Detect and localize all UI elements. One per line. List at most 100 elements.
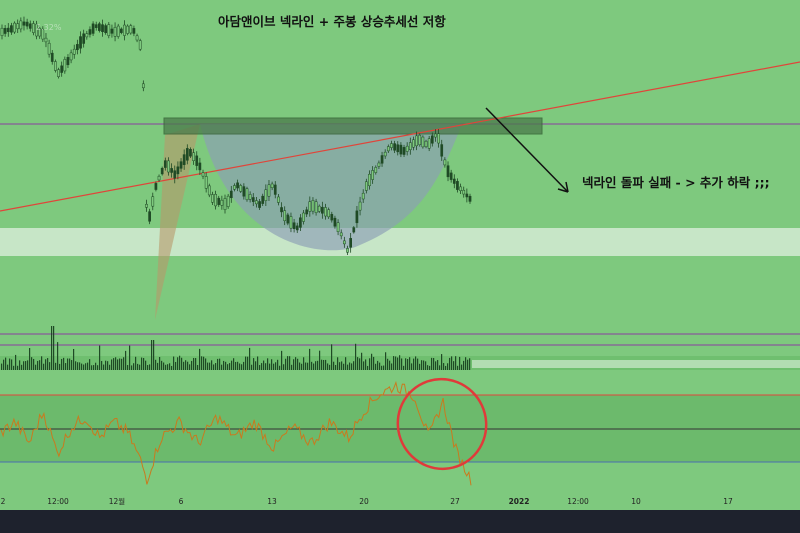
volume-bar [191, 360, 193, 370]
volume-bar [185, 360, 187, 370]
volume-bar [429, 365, 431, 370]
candle-body [258, 201, 261, 208]
candle-body [245, 188, 249, 201]
volume-bar [33, 358, 35, 370]
volume-bar [307, 362, 309, 370]
candle-body [242, 186, 246, 197]
candle-body [299, 217, 302, 228]
volume-bar [27, 360, 29, 370]
volume-bar [387, 358, 389, 370]
volume-bar [201, 356, 203, 370]
volume-bar [171, 365, 173, 370]
volume-bar [109, 364, 111, 370]
volume-bar [51, 326, 53, 370]
volume-bar [433, 357, 435, 370]
rsi-line [0, 380, 472, 486]
candle-body [374, 167, 378, 173]
candle-body [57, 69, 60, 77]
candle-body [223, 198, 227, 210]
volume-bar [449, 357, 451, 370]
volume-bar [455, 356, 457, 370]
volume-bar [97, 365, 99, 370]
volume-bar [459, 356, 461, 370]
volume-bar [55, 362, 57, 370]
volume-bar [149, 364, 151, 370]
candle-body [270, 183, 274, 188]
volume-bar [49, 362, 51, 370]
volume-bar [215, 363, 217, 370]
candle-body [386, 146, 390, 152]
volume-bar [239, 363, 241, 370]
volume-bar [183, 361, 185, 370]
volume-bar [43, 363, 45, 370]
candle-body [233, 185, 236, 190]
candle-body [314, 201, 318, 213]
volume-bar [357, 357, 359, 370]
volume-bar [423, 360, 425, 370]
volume-bar [469, 358, 471, 370]
candle-body [273, 184, 277, 195]
volume-bar [111, 359, 113, 370]
volume-bar [305, 362, 307, 370]
volume-bar [403, 365, 405, 370]
candle-body [0, 27, 4, 36]
volume-bar [5, 357, 7, 370]
candle-body [302, 212, 305, 222]
volume-bar [63, 357, 65, 370]
volume-bar [269, 363, 271, 370]
candle-body [207, 185, 211, 196]
candle-body [151, 196, 155, 207]
candle-body [468, 195, 472, 202]
volume-bar [369, 358, 371, 370]
volume-bar [17, 365, 19, 370]
candle-body [35, 23, 38, 37]
volume-bar [301, 363, 303, 370]
candle-body [82, 33, 86, 44]
candle-body [157, 175, 161, 181]
candle-body [251, 197, 255, 202]
volume-bar [13, 365, 15, 370]
candle-body [408, 142, 412, 150]
candle-body [339, 232, 343, 237]
volume-bar [371, 353, 373, 370]
volume-bar [131, 365, 133, 370]
volume-bar [377, 360, 379, 370]
volume-bar [39, 360, 41, 370]
candle-body [201, 172, 205, 177]
candle-body [434, 133, 437, 138]
volume-bar [119, 358, 121, 370]
candle-body [76, 44, 79, 51]
candle-body [204, 176, 208, 189]
candle-body [88, 29, 92, 35]
volume-bar [385, 352, 387, 370]
volume-bar [253, 358, 255, 370]
candle-body [214, 193, 217, 207]
volume-bar [7, 364, 9, 370]
volume-bar [159, 356, 161, 370]
volume-bar [281, 350, 283, 370]
candle-body [54, 61, 57, 71]
candle-body [283, 210, 287, 222]
candle-body [116, 25, 120, 37]
volume-bar [361, 352, 363, 370]
candle-body [371, 170, 374, 180]
volume-bar [303, 357, 305, 370]
candle-body [380, 155, 384, 164]
volume-bar [461, 364, 463, 370]
candle-body [292, 222, 296, 229]
candle-body [179, 161, 183, 169]
candle-body [189, 148, 192, 157]
volume-bar [145, 360, 147, 370]
volume-bar [283, 364, 285, 370]
candle-body [229, 190, 233, 199]
candle-body [185, 148, 189, 161]
candle-body [211, 194, 214, 203]
candle-body [352, 227, 356, 233]
candle-body [355, 210, 359, 224]
candle-body [163, 160, 167, 168]
volume-bar [37, 360, 39, 370]
volume-bar [75, 361, 77, 370]
candle-body [182, 154, 186, 165]
volume-bars [1, 326, 471, 370]
